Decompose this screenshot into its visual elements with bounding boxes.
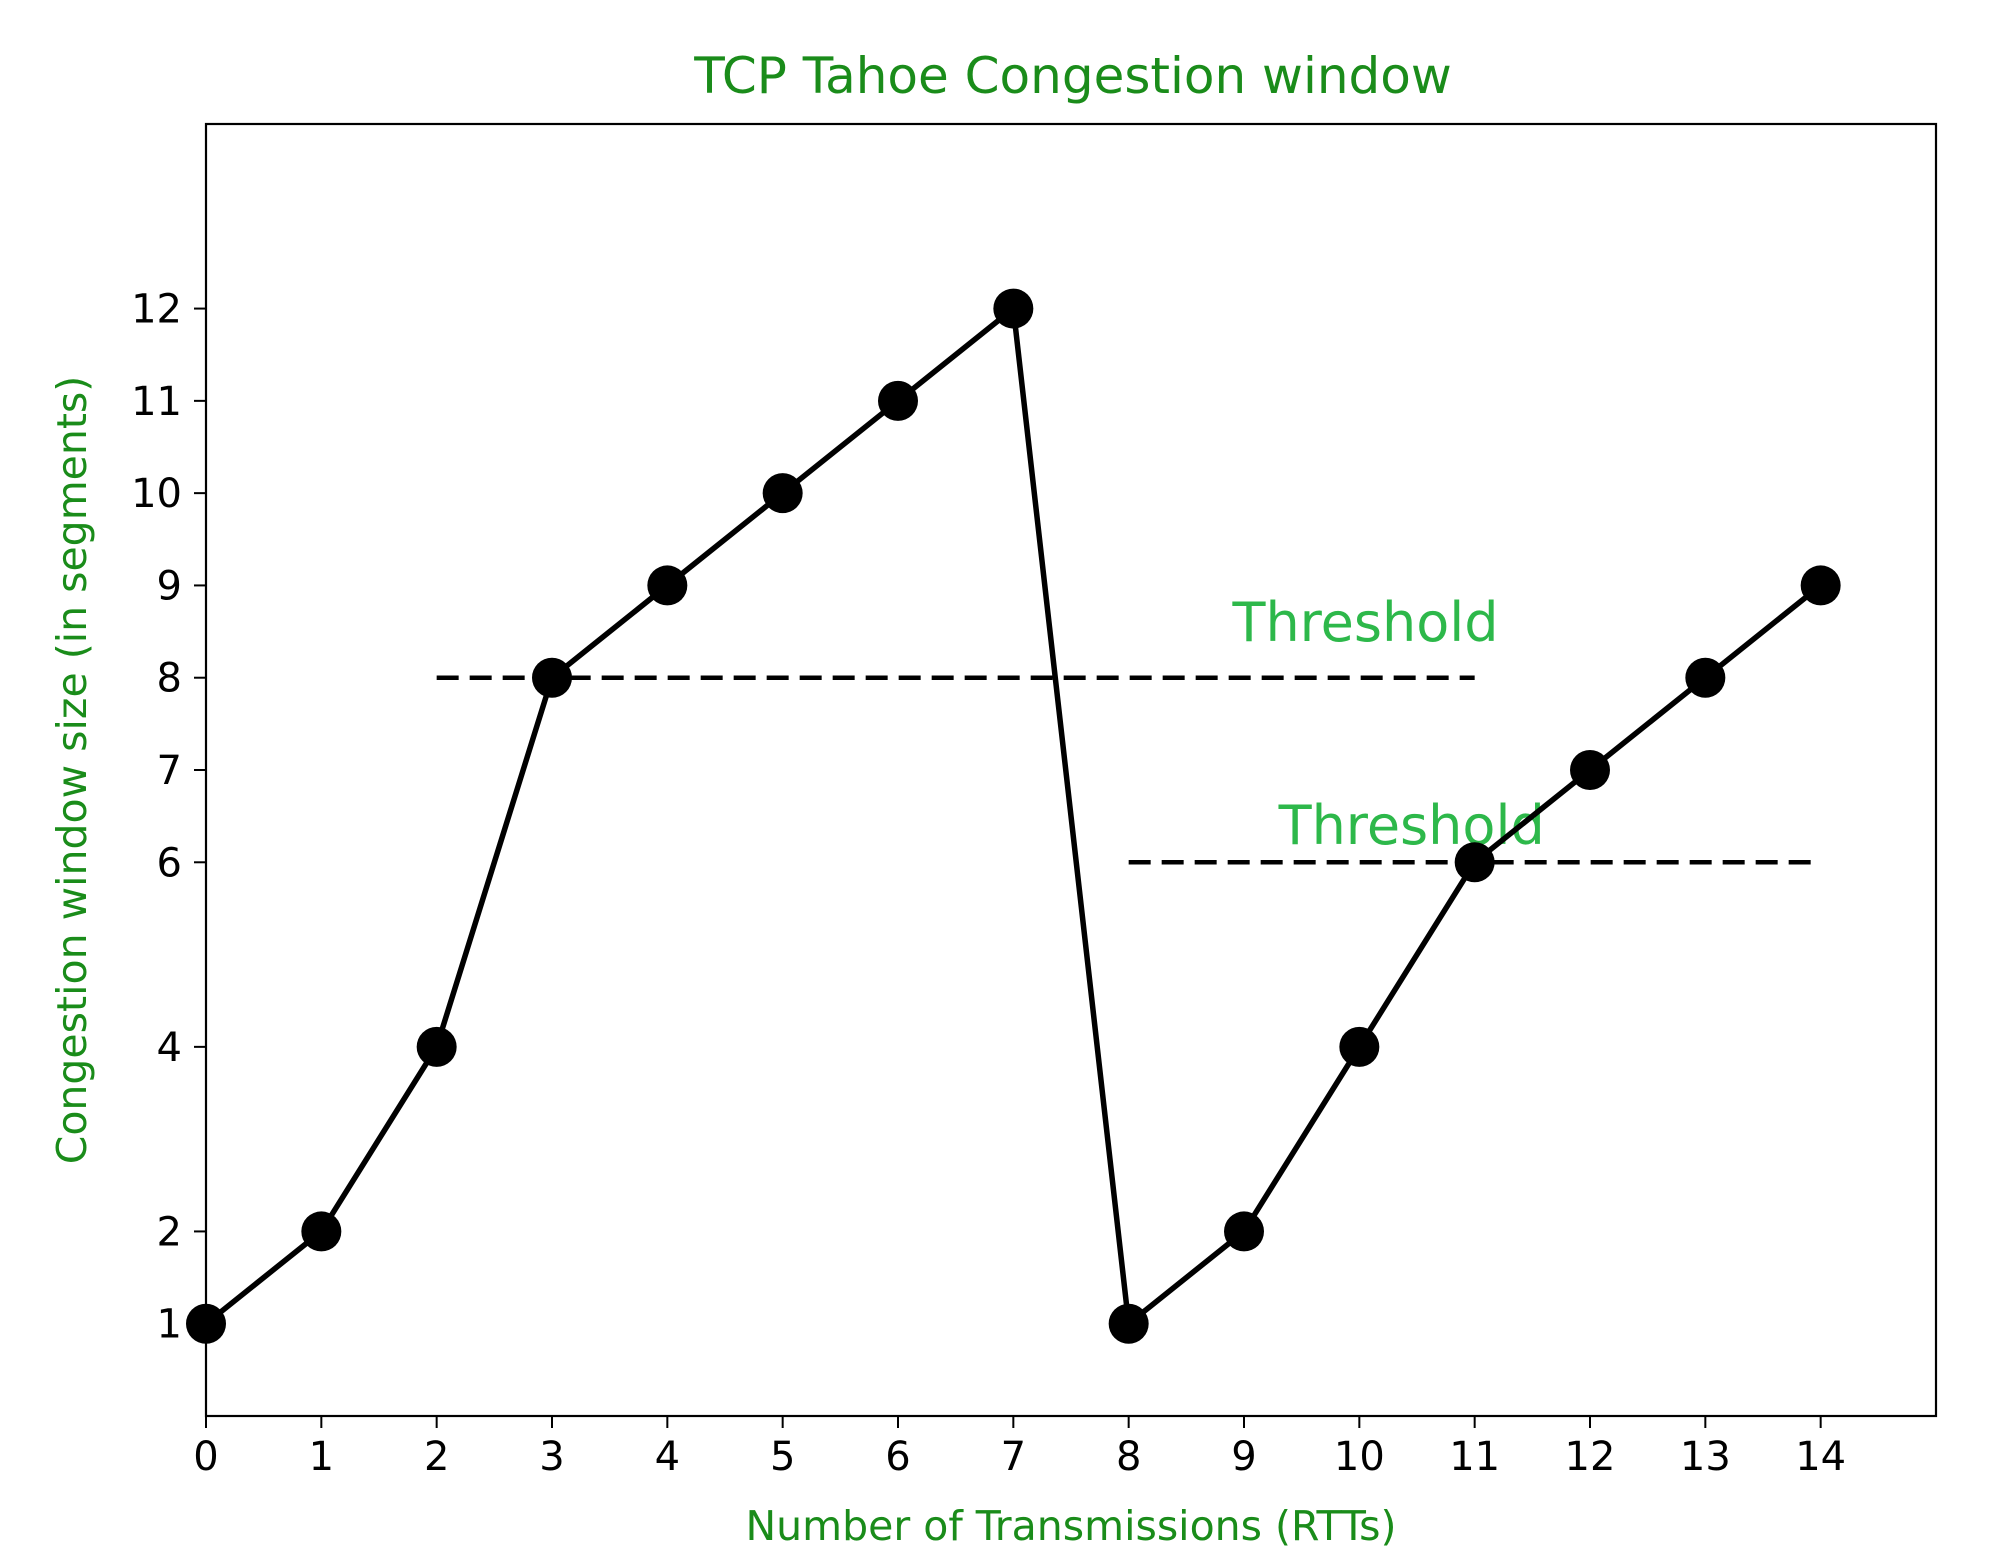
x-axis-label: Number of Transmissions (RTTs) xyxy=(746,1502,1397,1550)
x-tick-label: 10 xyxy=(1334,1434,1385,1480)
threshold-layer: Threshold Threshold xyxy=(436,591,1821,865)
x-tick-label: 1 xyxy=(309,1434,334,1480)
y-tick-label: 12 xyxy=(131,287,182,333)
x-tick-label: 12 xyxy=(1565,1434,1616,1480)
x-tick-label: 3 xyxy=(539,1434,564,1480)
data-point xyxy=(1108,1303,1149,1344)
y-tick-label: 2 xyxy=(157,1209,182,1255)
threshold-label: Threshold xyxy=(1278,794,1545,857)
data-point xyxy=(1224,1211,1264,1252)
data-point xyxy=(762,473,803,514)
x-tick-label: 8 xyxy=(1116,1434,1141,1480)
y-tick-label: 7 xyxy=(157,748,182,794)
y-tick-label: 1 xyxy=(157,1302,182,1348)
x-tick-label: 9 xyxy=(1231,1434,1256,1480)
y-axis-label: Congestion window size (in segments) xyxy=(48,376,96,1165)
data-point xyxy=(532,657,572,698)
x-tick-label: 11 xyxy=(1449,1434,1500,1480)
data-point xyxy=(1339,1026,1380,1067)
x-axis-ticks: 0 1 2 3 4 5 6 7 8 9 10 11 12 13 14 xyxy=(193,1416,1846,1480)
data-point xyxy=(1570,750,1610,790)
y-tick-label: 8 xyxy=(157,656,182,702)
chart-title: TCP Tahoe Congestion window xyxy=(693,47,1452,105)
y-tick-label: 6 xyxy=(157,840,182,886)
x-tick-label: 0 xyxy=(193,1434,218,1480)
x-tick-label: 4 xyxy=(655,1434,680,1480)
x-tick-label: 13 xyxy=(1680,1434,1731,1480)
x-tick-label: 7 xyxy=(1001,1434,1026,1480)
data-point xyxy=(993,288,1034,329)
plot-area-frame xyxy=(204,122,1938,1418)
x-tick-label: 5 xyxy=(770,1434,795,1480)
series-line xyxy=(204,305,1823,1327)
x-tick-label: 14 xyxy=(1795,1434,1846,1480)
data-point xyxy=(1685,657,1726,698)
data-point xyxy=(1454,842,1495,883)
x-tick-label: 6 xyxy=(885,1434,910,1480)
data-point xyxy=(301,1211,342,1252)
y-tick-label: 11 xyxy=(131,379,182,425)
x-tick-label: 2 xyxy=(424,1434,449,1480)
y-tick-label: 10 xyxy=(131,471,182,517)
series-layer xyxy=(186,288,1841,1344)
y-tick-label: 4 xyxy=(157,1025,182,1071)
data-point xyxy=(647,565,688,606)
threshold-label: Threshold xyxy=(1231,591,1498,654)
y-tick-label: 9 xyxy=(157,563,182,609)
data-point xyxy=(878,380,918,421)
data-point xyxy=(416,1026,457,1067)
data-point xyxy=(1800,565,1841,606)
